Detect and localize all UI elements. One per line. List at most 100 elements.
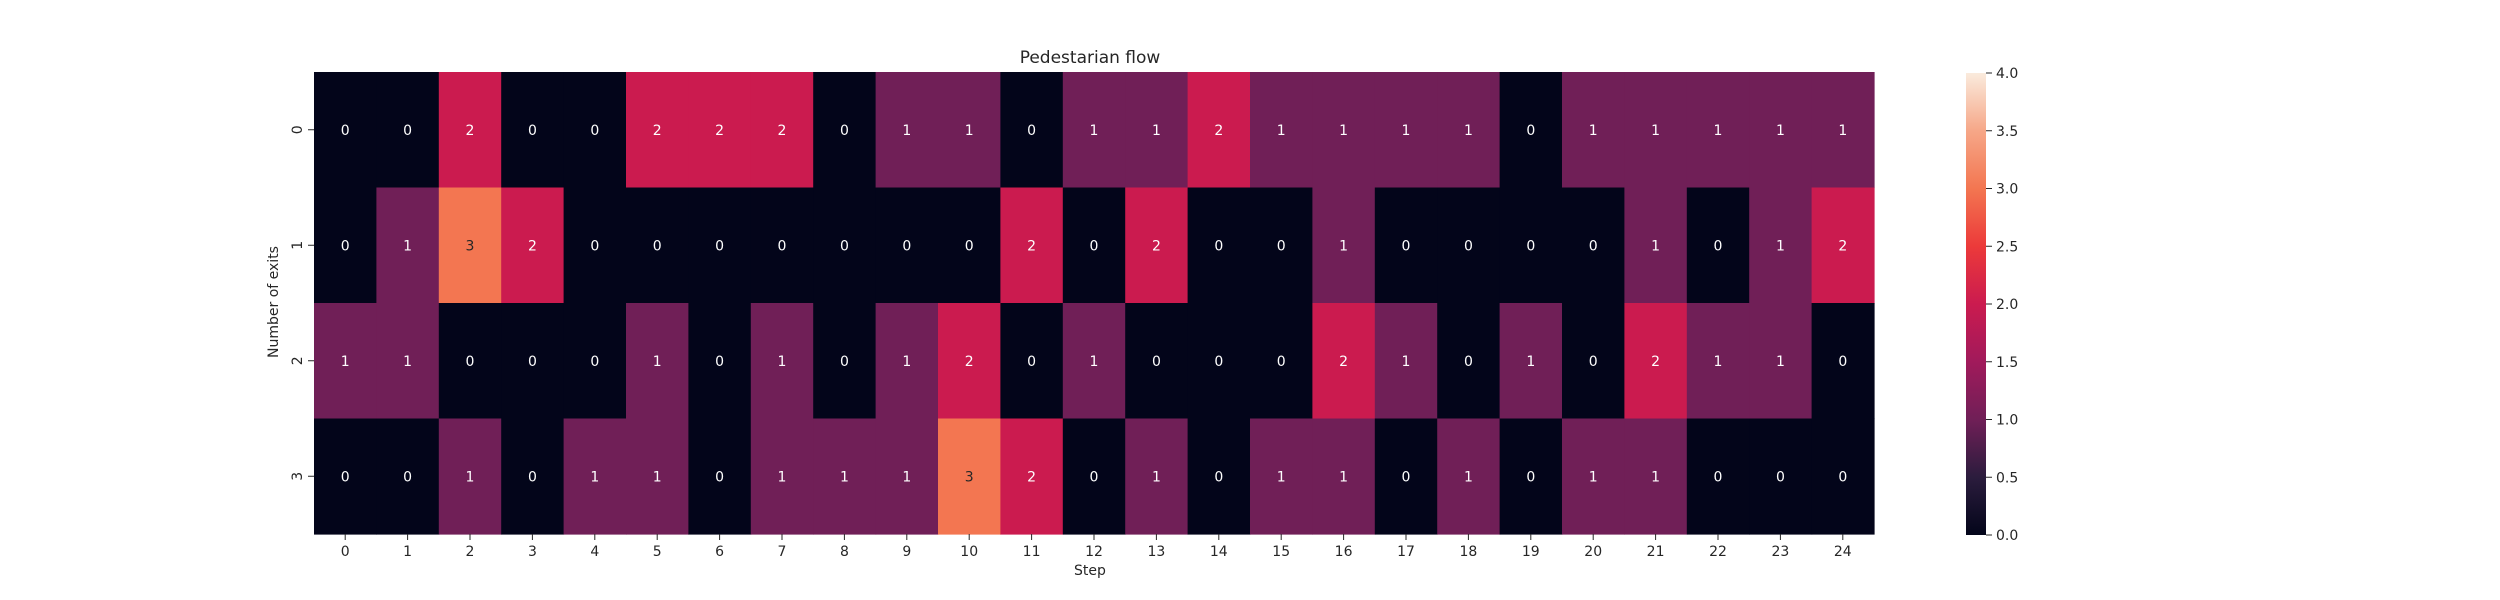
heatmap-cell-label: 0 [1152,354,1161,370]
y-axis: 0 1 2 3 [290,125,314,481]
heatmap-cell-label: 0 [1214,469,1223,485]
heatmap-cell-label: 3 [466,238,475,254]
heatmap-cell-label: 1 [1339,238,1348,254]
colorbar-tick-label: 4.0 [1996,66,2018,82]
heatmap-cell [1312,418,1376,535]
heatmap-cell-label: 1 [1589,469,1598,485]
heatmap-cell-label: 1 [1152,123,1161,139]
heatmap-cell [438,418,502,535]
heatmap-cell-label: 0 [403,469,412,485]
heatmap-cell-label: 0 [1838,354,1847,370]
heatmap-cell [1499,303,1563,420]
heatmap-cell-label: 1 [840,469,849,485]
heatmap-cell [875,187,939,304]
heatmap-cell-label: 1 [403,238,412,254]
heatmap-cell-label: 1 [778,354,787,370]
heatmap-cell-label: 1 [1277,123,1286,139]
heatmap-cell-labels: 0 0 2 0 0 2 2 2 0 1 1 0 1 1 2 1 1 1 1 0 1 1 1 1 1 0 1 3 2 0 0 0 0 0 0 0 2 0 2 0… [341,123,1848,486]
heatmap-cell [626,303,689,420]
x-tick-label: 0 [341,544,350,560]
heatmap-cell [1312,187,1376,304]
heatmap-cell [1686,72,1750,189]
heatmap-cell [563,72,627,189]
heatmap-cell-label: 2 [715,123,724,139]
heatmap-cell-label: 2 [528,238,537,254]
heatmap-cell [1187,187,1251,304]
heatmap-cell-label: 2 [1214,123,1223,139]
heatmap-cell-label: 2 [653,123,662,139]
heatmap-cell-label: 0 [341,238,350,254]
heatmap-cell-label: 1 [1277,469,1286,485]
heatmap-cell-label: 1 [1402,123,1411,139]
y-tick-label: 2 [290,356,306,365]
heatmap-cell [1250,418,1313,535]
heatmap-cell-label: 0 [1526,469,1535,485]
y-tick-label: 3 [290,472,306,481]
heatmap-cell-label: 0 [1402,238,1411,254]
heatmap-cell [1624,72,1688,189]
heatmap-cell [875,303,939,420]
heatmap-cell [1000,303,1064,420]
heatmap-cell [1499,418,1563,535]
heatmap-cell [750,187,814,304]
heatmap-cell-label: 2 [466,123,475,139]
heatmap-cell-label: 0 [466,354,475,370]
heatmap-cell [875,418,939,535]
x-tick-label: 7 [778,544,787,560]
heatmap-cell-label: 2 [1027,238,1036,254]
heatmap-cell [875,72,939,189]
heatmap-cell [938,303,1001,420]
heatmap-cell [1437,418,1501,535]
heatmap-cell [1187,303,1251,420]
heatmap-cell-label: 2 [965,354,974,370]
heatmap-cell-label: 1 [1776,354,1785,370]
x-tick-label: 14 [1210,544,1228,560]
heatmap-cell-label: 0 [590,123,599,139]
heatmap-cell-label: 1 [1776,238,1785,254]
x-tick-label: 12 [1085,544,1103,560]
heatmap-cell-label: 0 [715,354,724,370]
heatmap-cell [1062,418,1126,535]
heatmap-cell-label: 0 [1526,238,1535,254]
heatmap-cell [314,303,377,420]
heatmap-cell-label: 1 [1152,469,1161,485]
x-tick-label: 10 [960,544,978,560]
heatmap-cell [1374,72,1438,189]
heatmap-cell-label: 1 [1090,123,1099,139]
colorbar-tick-label: 1.5 [1996,355,2018,371]
heatmap-cell-label: 0 [1090,238,1099,254]
heatmap-cell [688,72,752,189]
x-tick-label: 11 [1023,544,1041,560]
heatmap-cell-label: 1 [778,469,787,485]
heatmap-cell-label: 1 [902,354,911,370]
heatmap-cell [376,303,440,420]
heatmap-cell-label: 1 [1402,354,1411,370]
heatmap-cell [1686,187,1750,304]
heatmap-cell-label: 1 [1651,238,1660,254]
colorbar-tick-label: 3.0 [1996,182,2018,198]
heatmap-cell-label: 1 [653,354,662,370]
heatmap-cell [1811,187,1875,304]
heatmap-cell [938,187,1001,304]
x-tick-label: 15 [1272,544,1290,560]
heatmap-cell-label: 0 [528,469,537,485]
heatmap-cell-label: 1 [965,123,974,139]
heatmap-cell [1811,72,1875,189]
heatmap-cell [813,187,877,304]
heatmap-cell-label: 0 [1090,469,1099,485]
x-tick-label: 4 [590,544,599,560]
heatmap-cell [563,418,627,535]
heatmap-cell [626,72,689,189]
x-tick-label: 20 [1584,544,1602,560]
heatmap-cell [376,418,440,535]
heatmap-cell-label: 2 [778,123,787,139]
heatmap-cell [1312,303,1376,420]
heatmap-cell [1749,72,1813,189]
heatmap-cell-label: 1 [1776,123,1785,139]
heatmap-cell [688,303,752,420]
heatmap-cell [1749,187,1813,304]
x-tick-label: 22 [1709,544,1727,560]
heatmap-cell [1125,187,1189,304]
heatmap-cell [750,303,814,420]
heatmap-cell-label: 1 [341,354,350,370]
